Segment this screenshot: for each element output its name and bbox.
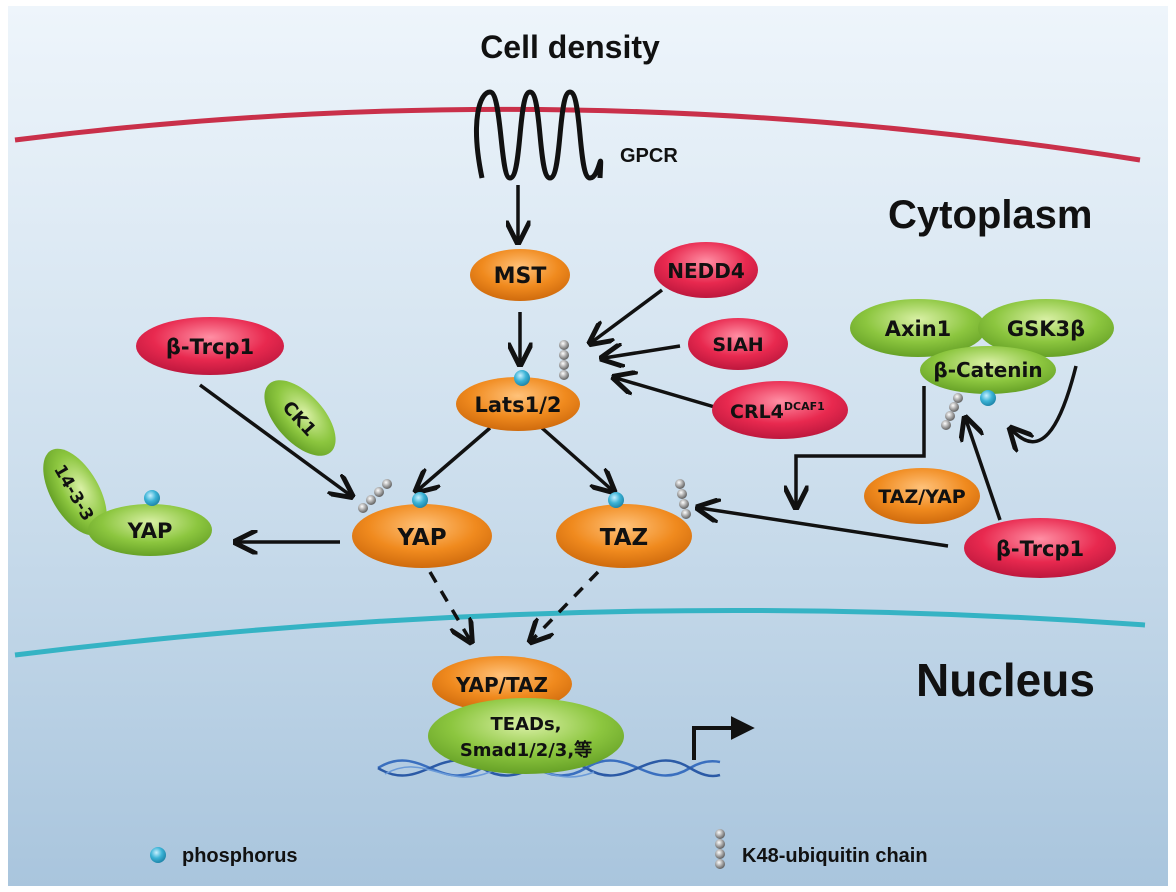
ubiquitin-chain-icon [559, 340, 569, 380]
arrow-taz-nucleus [532, 570, 600, 640]
gsk3b-label: GSK3β [1007, 317, 1085, 341]
ubiquitin-chain-icon [358, 479, 392, 513]
siah-label: SIAH [712, 334, 763, 356]
ubiquitin-chains [358, 340, 963, 519]
bcatenin-label: β-Catenin [933, 358, 1042, 382]
yap-label: YAP [396, 525, 446, 551]
node-tazyap: TAZ/YAP [864, 468, 980, 524]
phosphate-icon [144, 490, 160, 506]
arrow-siah-lats [604, 346, 681, 358]
node-axin1: Axin1 [850, 299, 986, 357]
legend-ubiquitin-icon [715, 829, 725, 869]
arrow-nedd4-lats [592, 288, 664, 342]
arrow-crl4-lats [616, 378, 719, 410]
legend-phosphate-icon [150, 847, 166, 863]
node-lats: Lats1/2 [456, 377, 580, 431]
btrcp1-right-label: β-Trcp1 [996, 537, 1084, 561]
phosphate-icon [980, 390, 996, 406]
node-teads: TEADs, Smad1/2/3,等 [428, 698, 624, 774]
teads-line1: TEADs, [491, 714, 562, 735]
arrow-bcatenin-taz [796, 386, 926, 505]
phosphate-icon [412, 492, 428, 508]
node-gsk3b: GSK3β [978, 299, 1114, 357]
nucleus-label: Nucleus [916, 654, 1095, 706]
arrow-lats-yap [418, 426, 492, 490]
tazyap-label: TAZ/YAP [878, 486, 966, 508]
phosphate-icon [608, 492, 624, 508]
node-crl4: CRL4DCAF1 [712, 381, 848, 439]
arrow-btrcp1-bcatenin [966, 420, 1002, 521]
crl4-superscript: DCAF1 [784, 400, 825, 413]
arrow-gsk3b-bcatenin [1012, 365, 1078, 442]
legend-ubiquitin-label: K48-ubiquitin chain [742, 845, 928, 867]
node-yap: YAP [352, 504, 492, 568]
cell-density-label: Cell density [480, 29, 660, 65]
nuclear-membrane [14, 607, 1146, 658]
lats-label: Lats1/2 [475, 393, 562, 417]
arrow-btrcp1-yap [198, 383, 350, 495]
ubiquitin-chain-icon [675, 479, 691, 519]
crl4-main-text: CRL4 [730, 401, 784, 423]
mst-label: MST [494, 264, 547, 289]
axin1-label: Axin1 [885, 317, 952, 341]
nedd4-label: NEDD4 [667, 259, 745, 283]
arrows [198, 185, 1078, 760]
yap-bound-label: YAP [127, 519, 173, 543]
phosphate-markers [144, 370, 996, 508]
node-ck1: CK1 [264, 380, 336, 456]
node-btrcp1-right: β-Trcp1 [964, 518, 1116, 578]
yaptaz-label: YAP/TAZ [455, 673, 548, 697]
node-btrcp1-left: β-Trcp1 [136, 317, 284, 375]
phosphate-icon [514, 370, 530, 386]
arrow-lats-taz [540, 426, 612, 490]
arrow-btrcp1-taz [700, 508, 949, 548]
node-nedd4: NEDD4 [654, 242, 758, 298]
cell-membrane [14, 106, 1141, 163]
btrcp1-left-label: β-Trcp1 [166, 335, 254, 359]
cytoplasm-label: Cytoplasm [888, 193, 1093, 237]
node-taz: TAZ [556, 504, 692, 568]
crl4-label: CRL4DCAF1 [730, 400, 825, 423]
ubiquitin-chain-icon [941, 393, 963, 430]
node-yaptaz: YAP/TAZ [432, 656, 572, 712]
node-bcatenin: β-Catenin [920, 346, 1056, 394]
taz-label: TAZ [600, 525, 648, 551]
legend: phosphorus K48-ubiquitin chain [150, 829, 928, 869]
node-mst: MST [470, 249, 570, 301]
gpcr-label: GPCR [620, 145, 678, 167]
transcription-arrow-icon [692, 716, 755, 760]
node-siah: SIAH [688, 318, 788, 370]
teads-line2: Smad1/2/3,等 [460, 739, 592, 761]
node-yap-bound: YAP [88, 504, 212, 556]
legend-phosphorus-label: phosphorus [182, 845, 298, 867]
gpcr-receptor-icon [474, 89, 604, 181]
